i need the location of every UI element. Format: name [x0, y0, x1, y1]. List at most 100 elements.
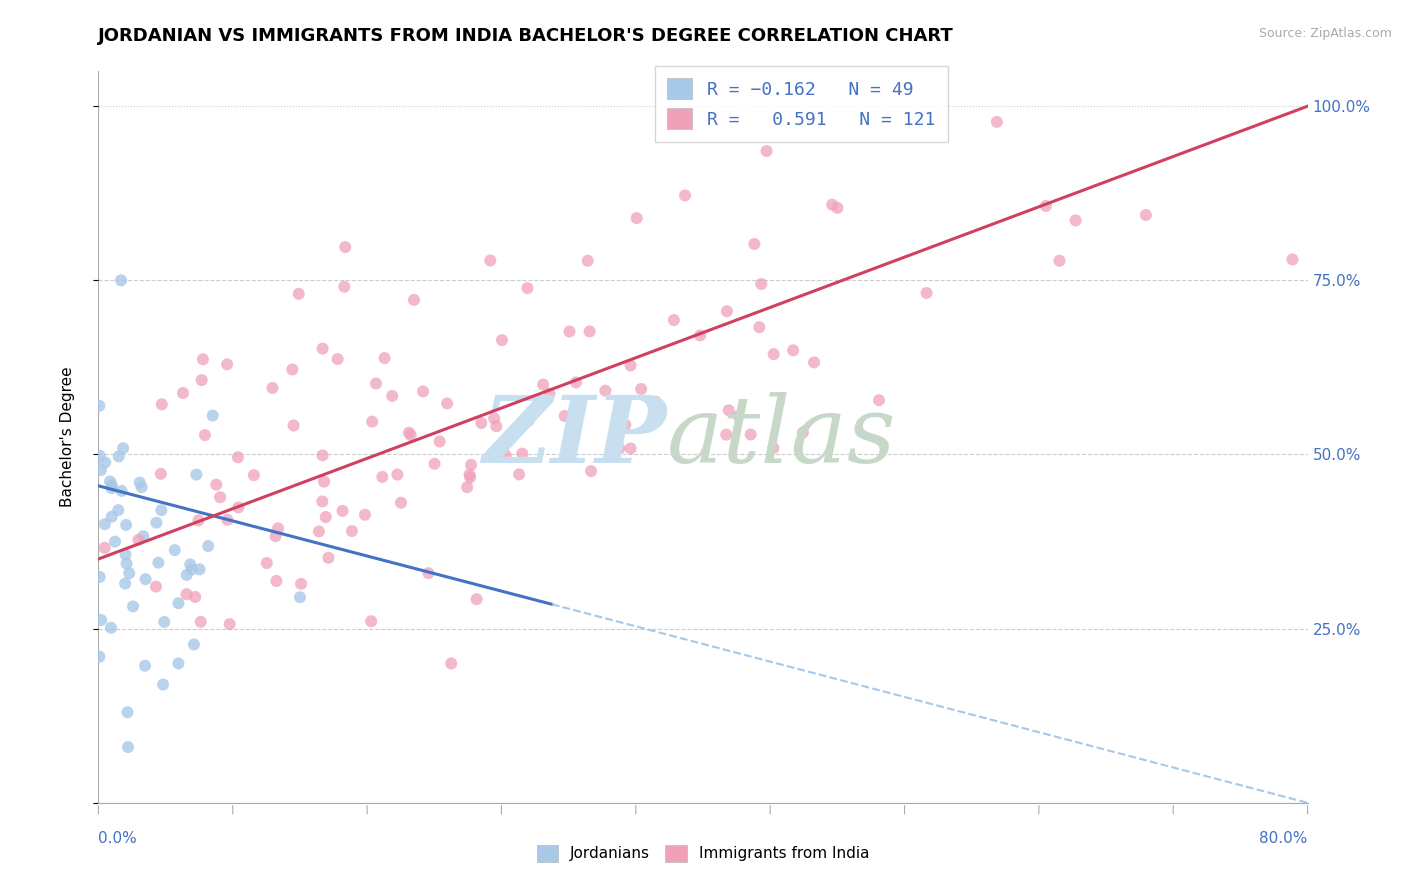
- Point: [176, 587, 198, 601]
- Point: [399, 428, 422, 442]
- Point: [782, 343, 804, 358]
- Point: [104, 534, 127, 549]
- Point: [217, 357, 239, 371]
- Point: [748, 320, 770, 334]
- Point: [163, 543, 186, 558]
- Point: [191, 352, 214, 367]
- Point: [1135, 208, 1157, 222]
- Point: [148, 556, 170, 570]
- Point: [868, 393, 890, 408]
- Point: [1064, 213, 1087, 227]
- Text: Source: ZipAtlas.com: Source: ZipAtlas.com: [1258, 27, 1392, 40]
- Point: [389, 496, 412, 510]
- Point: [288, 591, 311, 605]
- Point: [197, 539, 219, 553]
- Point: [117, 740, 139, 755]
- Point: [290, 577, 312, 591]
- Y-axis label: Bachelor's Degree: Bachelor's Degree: [60, 367, 75, 508]
- Point: [314, 475, 336, 489]
- Point: [374, 351, 396, 365]
- Point: [100, 478, 122, 492]
- Point: [470, 416, 492, 430]
- Point: [620, 442, 643, 456]
- Point: [308, 524, 330, 539]
- Point: [412, 384, 434, 399]
- Point: [122, 599, 145, 614]
- Point: [149, 467, 172, 481]
- Point: [792, 425, 814, 440]
- Point: [115, 557, 138, 571]
- Point: [440, 657, 463, 671]
- Point: [90, 613, 112, 627]
- Point: [479, 253, 502, 268]
- Point: [531, 377, 554, 392]
- Point: [107, 450, 129, 464]
- Point: [418, 566, 440, 581]
- Point: [180, 562, 202, 576]
- Point: [167, 657, 190, 671]
- Point: [326, 352, 349, 367]
- Point: [332, 504, 354, 518]
- Point: [717, 403, 740, 417]
- Point: [762, 441, 785, 455]
- Point: [740, 427, 762, 442]
- Point: [354, 508, 377, 522]
- Point: [626, 211, 648, 226]
- Point: [94, 455, 117, 469]
- Point: [340, 524, 363, 538]
- Point: [115, 517, 138, 532]
- Point: [94, 517, 117, 532]
- Point: [662, 313, 685, 327]
- Point: [516, 281, 538, 295]
- Point: [112, 442, 135, 456]
- Point: [318, 550, 340, 565]
- Point: [172, 386, 194, 401]
- Point: [98, 475, 121, 489]
- Point: [194, 428, 217, 442]
- Point: [209, 490, 232, 504]
- Point: [821, 197, 844, 211]
- Point: [127, 533, 149, 547]
- Point: [558, 325, 581, 339]
- Point: [423, 457, 446, 471]
- Point: [803, 355, 825, 369]
- Point: [1035, 199, 1057, 213]
- Point: [335, 240, 357, 254]
- Point: [484, 411, 506, 425]
- Point: [190, 615, 212, 629]
- Point: [609, 405, 631, 419]
- Point: [387, 467, 409, 482]
- Point: [508, 467, 530, 482]
- Point: [402, 293, 425, 307]
- Point: [465, 592, 488, 607]
- Point: [128, 475, 150, 490]
- Point: [1281, 252, 1303, 267]
- Point: [281, 362, 304, 376]
- Point: [458, 470, 481, 484]
- Point: [283, 418, 305, 433]
- Point: [364, 376, 387, 391]
- Point: [762, 347, 785, 361]
- Point: [458, 467, 481, 482]
- Point: [429, 434, 451, 449]
- Point: [554, 409, 576, 423]
- Point: [107, 503, 129, 517]
- Point: [630, 382, 652, 396]
- Point: [267, 521, 290, 535]
- Point: [150, 397, 173, 411]
- Point: [117, 705, 139, 719]
- Point: [619, 359, 641, 373]
- Point: [89, 649, 111, 664]
- Point: [526, 402, 548, 417]
- Point: [491, 333, 513, 347]
- Point: [361, 415, 384, 429]
- Point: [218, 617, 240, 632]
- Point: [827, 201, 849, 215]
- Point: [114, 576, 136, 591]
- Point: [152, 677, 174, 691]
- Text: JORDANIAN VS IMMIGRANTS FROM INDIA BACHELOR'S DEGREE CORRELATION CHART: JORDANIAN VS IMMIGRANTS FROM INDIA BACHE…: [98, 27, 955, 45]
- Point: [485, 419, 508, 434]
- Point: [673, 188, 696, 202]
- Point: [986, 115, 1008, 129]
- Point: [749, 277, 772, 291]
